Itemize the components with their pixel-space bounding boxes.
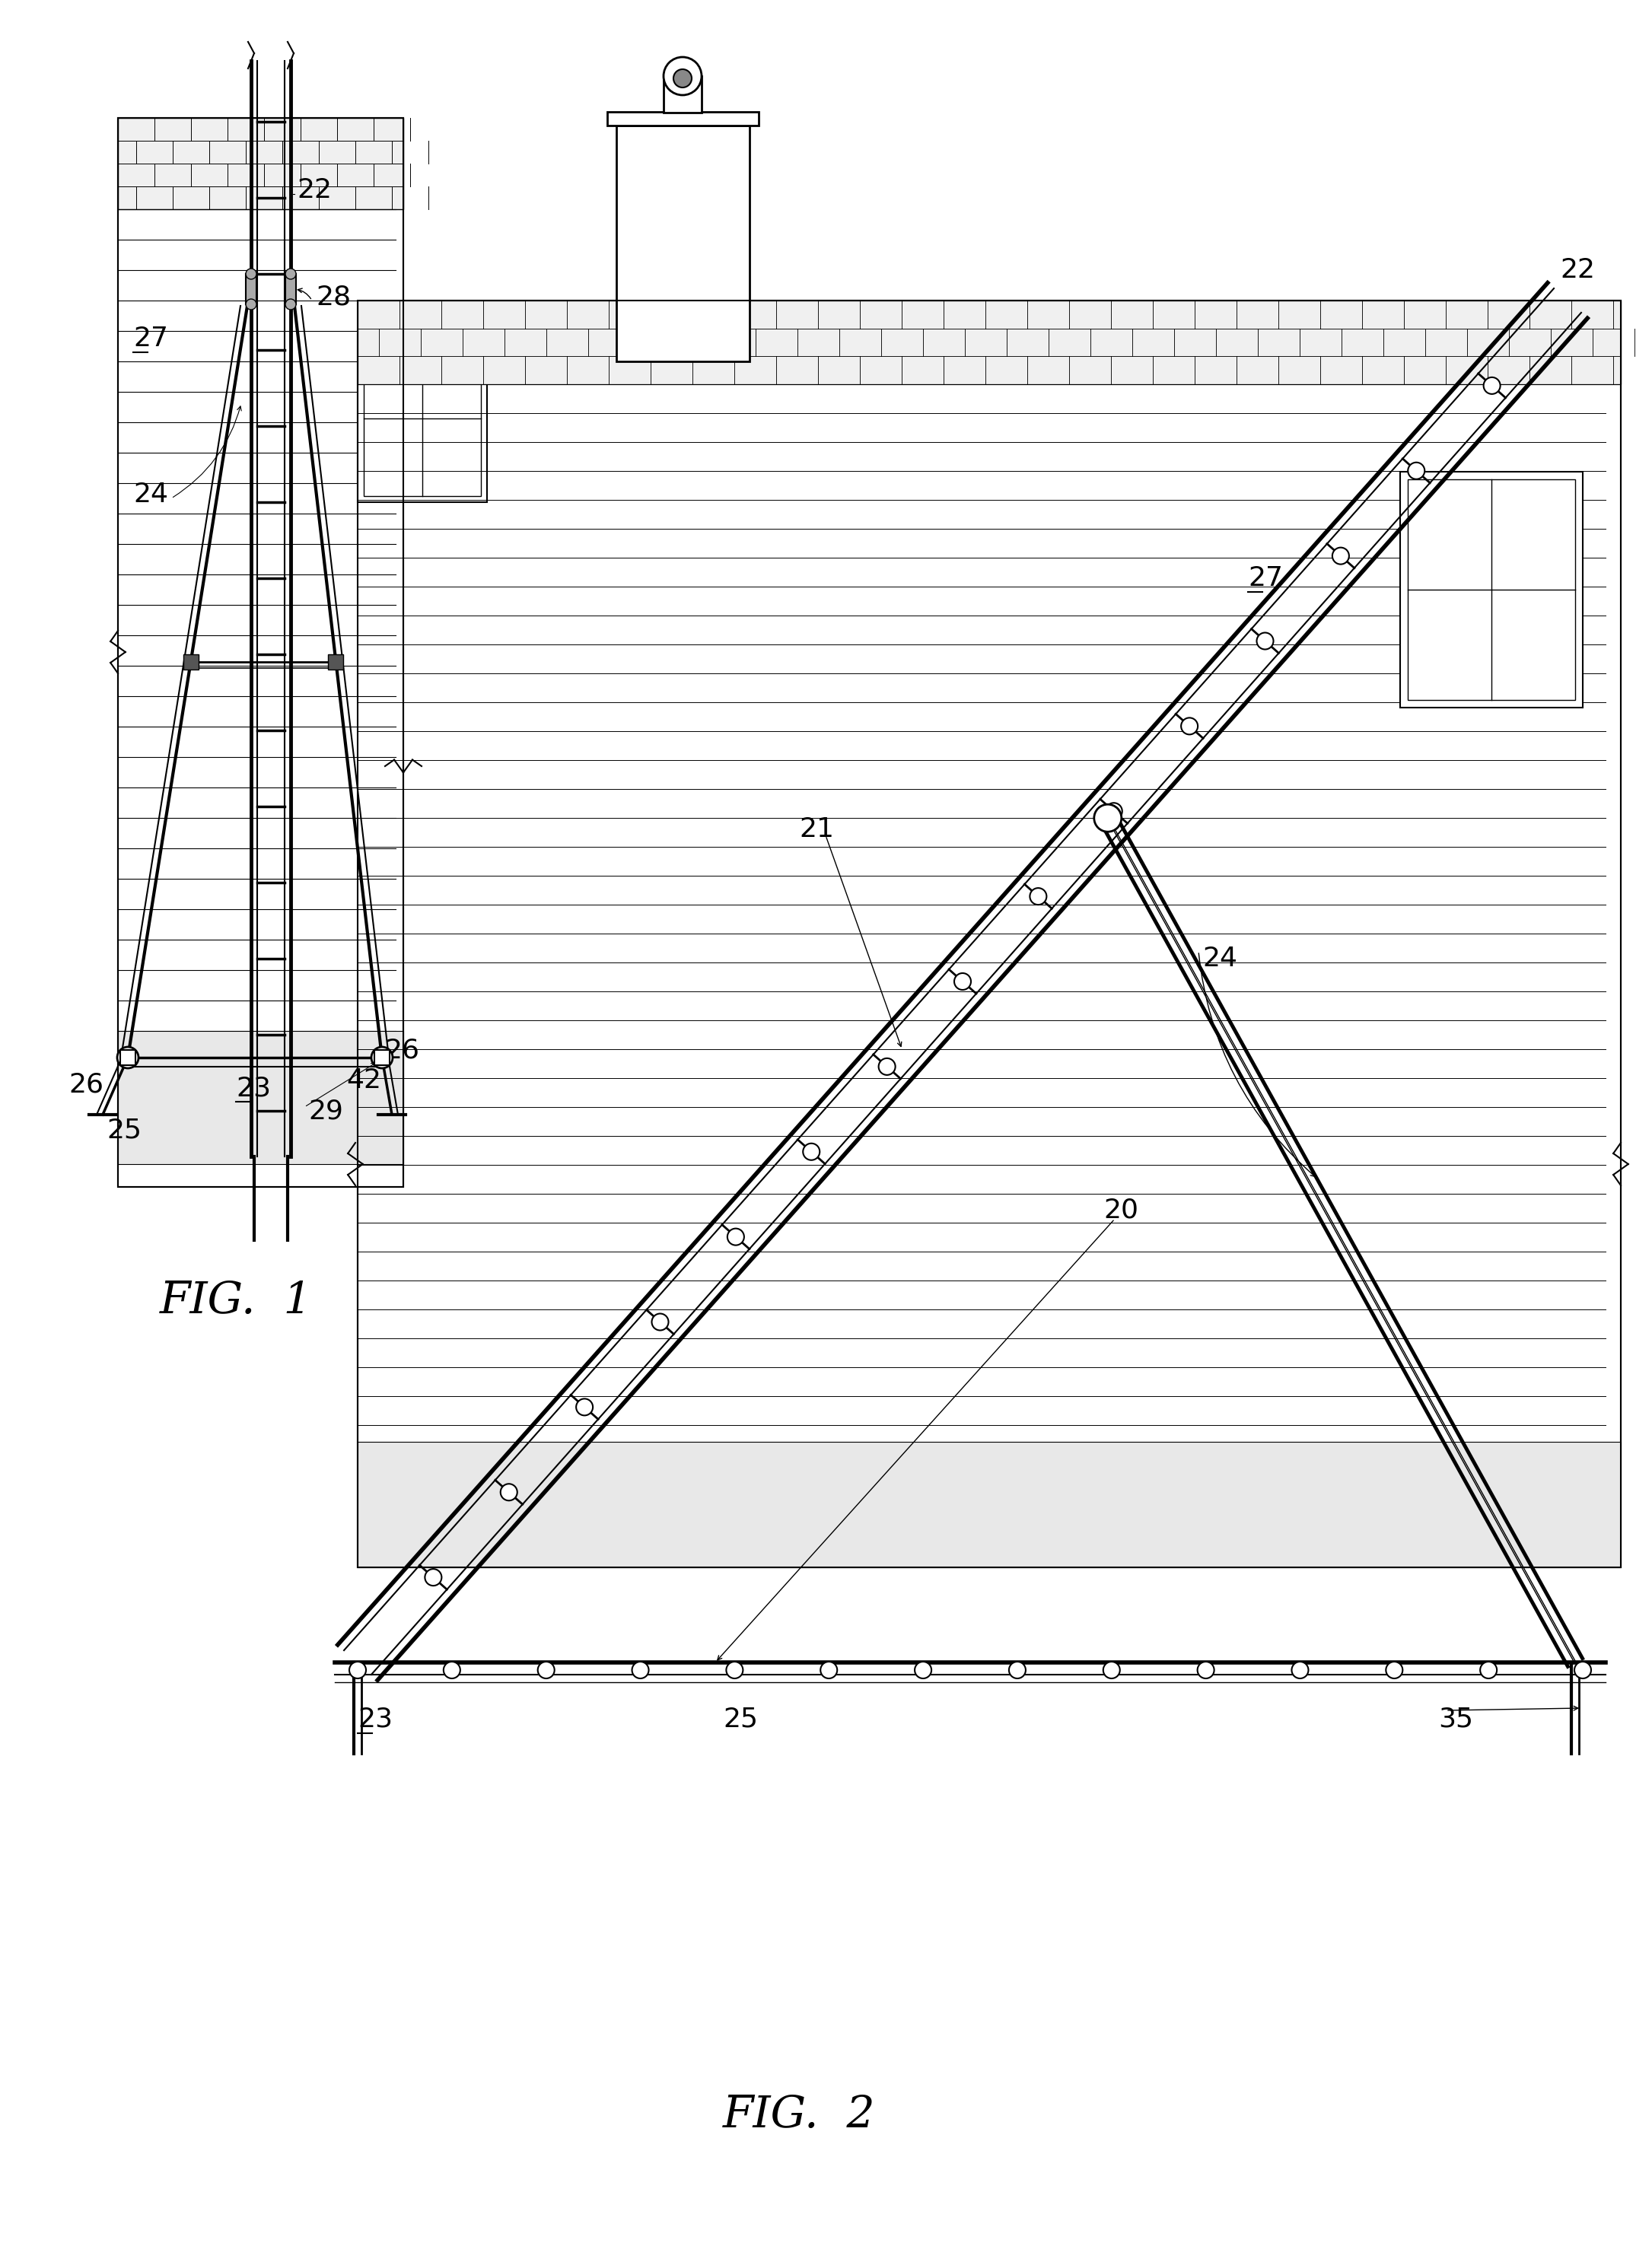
- Circle shape: [539, 1663, 555, 1678]
- Text: 25: 25: [724, 1706, 758, 1733]
- Circle shape: [286, 269, 296, 278]
- Circle shape: [1332, 547, 1350, 563]
- Circle shape: [727, 1663, 743, 1678]
- Text: 27: 27: [134, 326, 169, 351]
- Circle shape: [674, 70, 692, 88]
- Circle shape: [1257, 633, 1274, 649]
- Circle shape: [349, 1663, 367, 1678]
- Circle shape: [1198, 1663, 1214, 1678]
- Circle shape: [1009, 1663, 1026, 1678]
- Text: 27: 27: [1247, 566, 1284, 590]
- Text: 25: 25: [106, 1117, 142, 1142]
- Circle shape: [425, 1570, 441, 1586]
- Bar: [1408, 480, 1574, 699]
- Text: 23: 23: [357, 1706, 393, 1733]
- Circle shape: [1483, 378, 1500, 394]
- Text: 42: 42: [347, 1068, 382, 1093]
- Bar: [117, 1031, 403, 1165]
- Text: 21: 21: [800, 817, 834, 841]
- Circle shape: [286, 299, 296, 310]
- Bar: [117, 118, 403, 1188]
- Bar: [375, 1050, 390, 1065]
- Circle shape: [372, 1047, 393, 1068]
- Circle shape: [633, 1663, 649, 1678]
- Bar: [357, 1441, 1621, 1568]
- Circle shape: [821, 1663, 838, 1678]
- Text: 26: 26: [385, 1036, 420, 1063]
- Text: 28: 28: [316, 283, 350, 310]
- Bar: [246, 274, 256, 305]
- Text: 29: 29: [309, 1097, 344, 1124]
- Bar: [616, 124, 750, 362]
- Text: 23: 23: [236, 1074, 271, 1102]
- Circle shape: [915, 1663, 932, 1678]
- Circle shape: [1408, 461, 1424, 480]
- Circle shape: [1104, 1663, 1120, 1678]
- Circle shape: [246, 269, 256, 278]
- Text: 35: 35: [1439, 1706, 1474, 1733]
- Circle shape: [443, 1663, 461, 1678]
- Circle shape: [879, 1059, 895, 1074]
- Text: FIG.  1: FIG. 1: [160, 1280, 312, 1323]
- Text: 24: 24: [134, 482, 169, 507]
- Circle shape: [577, 1398, 593, 1416]
- Circle shape: [1480, 1663, 1497, 1678]
- Circle shape: [117, 1047, 139, 1068]
- Bar: [183, 654, 198, 670]
- Circle shape: [1386, 1663, 1403, 1678]
- Text: 26: 26: [68, 1072, 104, 1097]
- Bar: [608, 111, 758, 124]
- Circle shape: [727, 1228, 743, 1244]
- Circle shape: [1292, 1663, 1308, 1678]
- Bar: [1401, 473, 1583, 708]
- Circle shape: [246, 299, 256, 310]
- Circle shape: [1094, 805, 1122, 832]
- Text: FIG.  2: FIG. 2: [722, 2095, 876, 2138]
- Circle shape: [803, 1142, 819, 1160]
- Bar: [117, 118, 403, 208]
- Circle shape: [664, 57, 702, 95]
- Bar: [664, 77, 702, 113]
- Circle shape: [1105, 803, 1122, 819]
- Circle shape: [1181, 717, 1198, 735]
- Circle shape: [955, 973, 971, 991]
- Circle shape: [1029, 889, 1047, 905]
- Text: 22: 22: [1559, 258, 1594, 283]
- Circle shape: [501, 1484, 517, 1500]
- Bar: [357, 335, 487, 502]
- Bar: [363, 342, 481, 495]
- Bar: [357, 301, 1621, 385]
- Circle shape: [653, 1314, 669, 1330]
- Bar: [117, 118, 403, 1188]
- Text: 24: 24: [1203, 946, 1237, 973]
- Bar: [286, 274, 296, 305]
- Bar: [329, 654, 344, 670]
- Bar: [357, 301, 1621, 1568]
- Text: 20: 20: [1104, 1197, 1138, 1224]
- Text: 22: 22: [297, 176, 332, 204]
- Bar: [121, 1050, 135, 1065]
- Circle shape: [1574, 1663, 1591, 1678]
- Bar: [357, 301, 1621, 1568]
